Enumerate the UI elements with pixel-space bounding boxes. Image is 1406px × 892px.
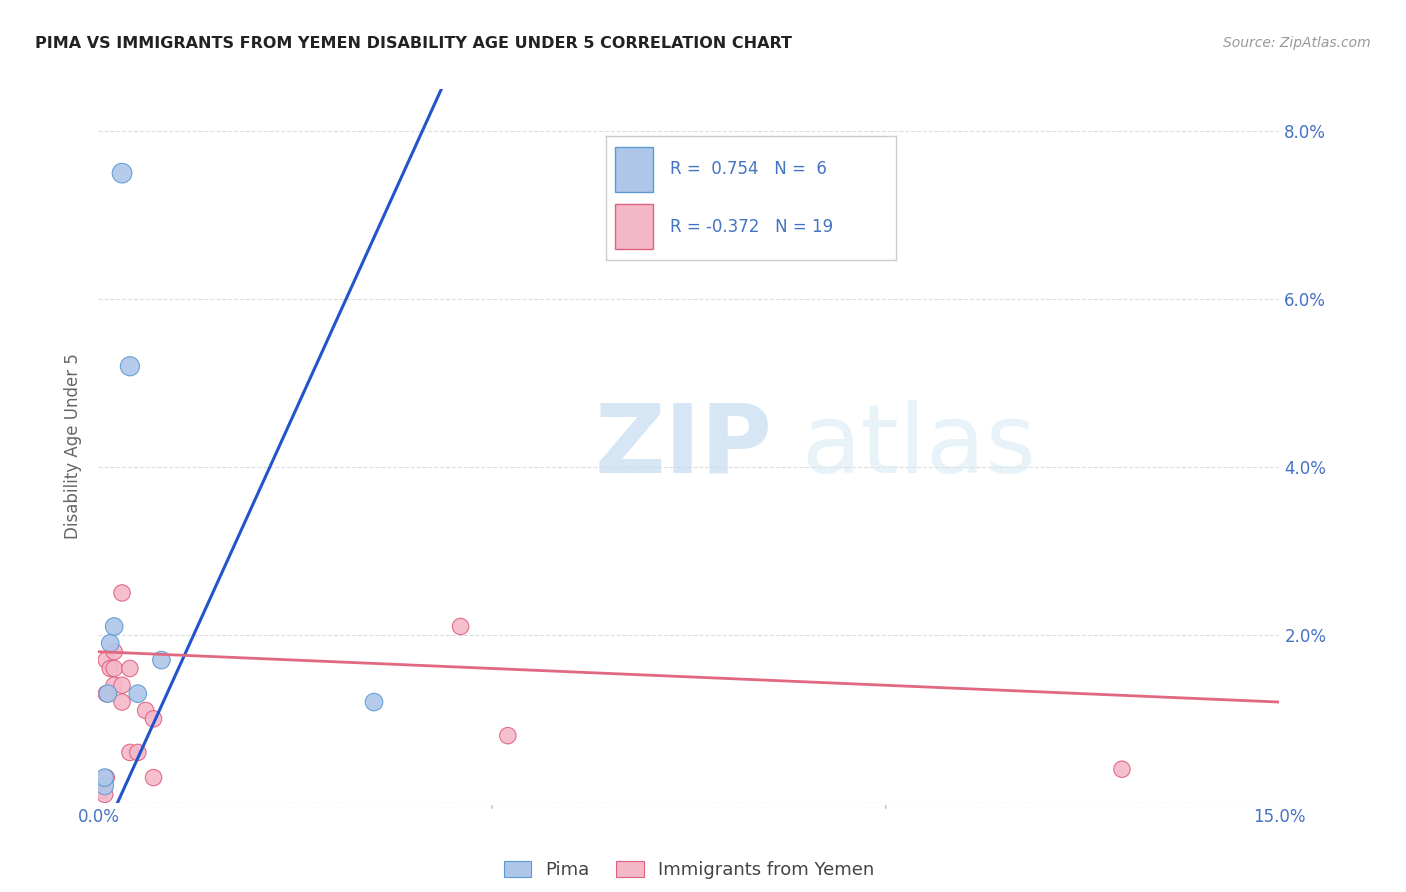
Legend: Pima, Immigrants from Yemen: Pima, Immigrants from Yemen	[496, 854, 882, 887]
Text: ZIP: ZIP	[595, 400, 772, 492]
Point	[118, 746, 141, 760]
Point	[98, 661, 121, 675]
Y-axis label: Disability Age Under 5: Disability Age Under 5	[65, 353, 83, 539]
Point	[93, 779, 115, 793]
Point	[111, 166, 134, 180]
Point	[96, 653, 118, 667]
Point	[111, 586, 134, 600]
Point	[127, 687, 149, 701]
Point	[96, 687, 118, 701]
Point	[142, 712, 165, 726]
Point	[111, 678, 134, 692]
Point	[111, 695, 134, 709]
Text: PIMA VS IMMIGRANTS FROM YEMEN DISABILITY AGE UNDER 5 CORRELATION CHART: PIMA VS IMMIGRANTS FROM YEMEN DISABILITY…	[35, 36, 792, 51]
Point	[142, 771, 165, 785]
Text: R = -0.372   N = 19: R = -0.372 N = 19	[669, 218, 832, 235]
Text: atlas: atlas	[801, 400, 1036, 492]
Point	[127, 746, 149, 760]
Point	[96, 771, 118, 785]
Point	[450, 619, 472, 633]
Point	[150, 653, 173, 667]
Point	[363, 695, 385, 709]
Text: Source: ZipAtlas.com: Source: ZipAtlas.com	[1223, 36, 1371, 50]
Point	[97, 687, 120, 701]
Point	[103, 661, 125, 675]
Point	[1111, 762, 1133, 776]
Point	[93, 788, 115, 802]
Point	[103, 678, 125, 692]
Point	[103, 645, 125, 659]
Text: R =  0.754   N =  6: R = 0.754 N = 6	[669, 161, 827, 178]
Point	[135, 703, 157, 717]
Point	[118, 661, 141, 675]
Point	[118, 359, 141, 374]
Point	[93, 771, 115, 785]
Bar	[614, 204, 652, 249]
Point	[91, 783, 114, 797]
Point	[103, 619, 125, 633]
Point	[98, 636, 121, 650]
Point	[496, 729, 519, 743]
Bar	[614, 147, 652, 192]
